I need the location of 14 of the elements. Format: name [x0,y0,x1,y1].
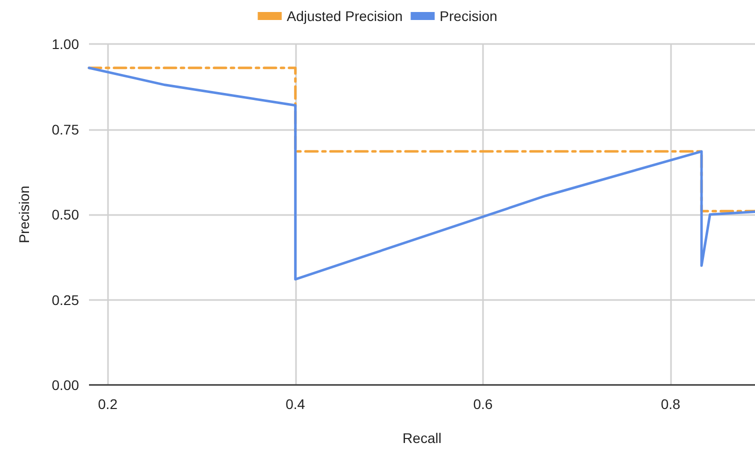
legend-label: Adjusted Precision [286,8,403,24]
y-axis-title: Precision [16,186,32,244]
legend-label: Precision [440,8,498,24]
x-tick-label: 0.4 [286,396,306,412]
y-tick-label: 0.00 [52,377,80,393]
y-tick-label: 1.00 [52,36,80,52]
y-tick-label: 0.25 [52,292,80,308]
x-tick-label: 0.2 [98,396,118,412]
y-tick-label: 0.50 [52,206,80,222]
x-axis-title: Recall [402,430,442,446]
x-tick-label: 0.6 [473,396,493,412]
x-tick-label: 0.8 [660,396,681,412]
line-series [88,66,755,281]
y-tick-label: 0.75 [52,121,80,138]
